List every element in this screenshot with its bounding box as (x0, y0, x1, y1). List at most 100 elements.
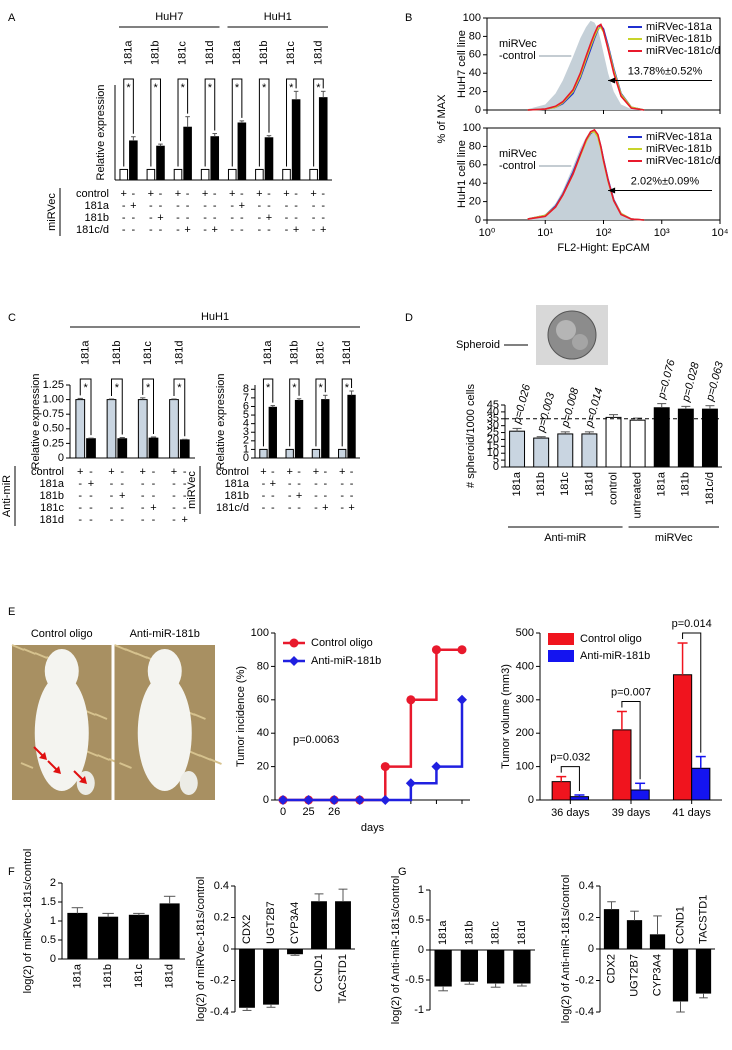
bar (569, 796, 590, 801)
condition-sign: - (203, 224, 207, 236)
y-axis-label: log(2) of Anti-miR-181s/control (560, 875, 572, 1024)
bar (119, 168, 129, 181)
condition-sign: - (285, 224, 289, 236)
condition-sign: - (350, 490, 354, 502)
significance-marker: * (146, 382, 151, 394)
y-tick-label: -0.2 (210, 974, 229, 986)
y-tick-label: 60 (469, 49, 481, 61)
condition-label: 181a (225, 478, 250, 490)
bar (291, 99, 301, 181)
condition-sign: - (152, 514, 156, 526)
condition-sign: - (240, 212, 244, 224)
bar (210, 136, 220, 181)
point (380, 762, 390, 772)
condition-sign: - (183, 502, 187, 514)
y-tick-label: 100 (516, 761, 534, 773)
bar (106, 399, 117, 459)
y-tick-label: 60 (469, 159, 481, 171)
y-tick-label: 0.75 (43, 408, 64, 420)
photo-texture (97, 754, 110, 761)
panel-letter: A (8, 12, 16, 24)
y-tick-label: 80 (469, 30, 481, 42)
y-axis-label: Tumor incidence (%) (235, 666, 247, 767)
bar (237, 122, 247, 181)
condition-sign: - (271, 466, 275, 478)
x-tick-label: 10³ (654, 227, 670, 239)
bar (677, 408, 694, 468)
p-value: p=0.007 (611, 686, 651, 698)
condition-sign: - (323, 478, 327, 490)
condition-sign: - (141, 502, 145, 514)
legend-label: Anti-miR-181b (311, 655, 381, 667)
p-value: p=0.032 (550, 752, 590, 764)
y-tick-label: 5 (243, 409, 249, 421)
point (354, 795, 365, 805)
condition-sign: - (267, 200, 271, 212)
bar (287, 948, 303, 955)
condition-sign: - (89, 490, 93, 502)
condition-sign: - (321, 188, 325, 200)
bar (268, 406, 277, 459)
condition-sign: - (213, 200, 217, 212)
condition-sign: - (89, 502, 93, 514)
condition-sign: + (229, 188, 235, 200)
arrow-head (608, 187, 616, 194)
spheroid-texture (572, 334, 588, 350)
condition-sign: - (122, 224, 126, 236)
category-label: 181b (463, 921, 475, 945)
pair-label: 181d (341, 341, 353, 365)
condition-label: 181a (85, 200, 110, 212)
condition-sign: + (88, 478, 94, 490)
legend-label: Anti-miR-181b (580, 650, 650, 662)
point (278, 795, 288, 805)
condition-sign: - (141, 514, 145, 526)
bar (321, 399, 330, 459)
category-label: CDX2 (241, 915, 253, 944)
y-tick-label: 0.5 (41, 934, 56, 946)
photo-texture (34, 652, 48, 659)
y-tick-label: 300 (516, 694, 534, 706)
legend-label: Control oligo (311, 637, 373, 649)
annotation: p=0.0063 (293, 734, 339, 746)
x-axis-label: days (361, 822, 385, 834)
photo-caption: Anti-miR-181b (130, 628, 200, 640)
bar (434, 949, 452, 987)
condition-sign: - (110, 478, 114, 490)
condition-sign: - (262, 490, 266, 502)
significance-marker: * (181, 82, 186, 94)
y-tick-label: 1 (50, 915, 56, 927)
condition-sign: - (149, 212, 153, 224)
legend-label: miRVec-181c/d (646, 155, 720, 167)
photo-texture (188, 750, 201, 757)
bar (672, 948, 689, 1002)
y-axis-label: Tumor volume (mm3) (500, 664, 512, 769)
significance-bracket (289, 378, 300, 447)
y-tick-label: 400 (516, 660, 534, 672)
y-tick-label: 1.00 (43, 394, 64, 406)
condition-sign: - (172, 478, 176, 490)
y-tick-label: 40 (469, 177, 481, 189)
condition-sign: - (183, 466, 187, 478)
condition-sign: - (149, 200, 153, 212)
category-label: 181d (516, 921, 528, 945)
y-axis-label: Relative expression (215, 374, 227, 470)
y-tick-label: 0 (493, 461, 499, 473)
significance-bracket (262, 378, 274, 447)
arrow-head (79, 776, 87, 784)
category-label: CCND1 (313, 954, 325, 992)
y-tick-label: -0.2 (575, 974, 594, 986)
condition-sign: - (285, 200, 289, 212)
series-line (527, 128, 645, 221)
bar (137, 399, 148, 459)
point (406, 695, 416, 705)
condition-label: control (76, 188, 109, 200)
condition-sign: - (288, 502, 292, 514)
condition-sign: + (148, 188, 154, 200)
category-label: control (607, 472, 619, 505)
category-label: CYP3A4 (289, 902, 301, 944)
condition-sign: - (294, 188, 298, 200)
condition-sign: - (186, 188, 190, 200)
condition-sign: - (141, 490, 145, 502)
condition-sign: - (340, 490, 344, 502)
y-tick-label: 80 (469, 140, 481, 152)
